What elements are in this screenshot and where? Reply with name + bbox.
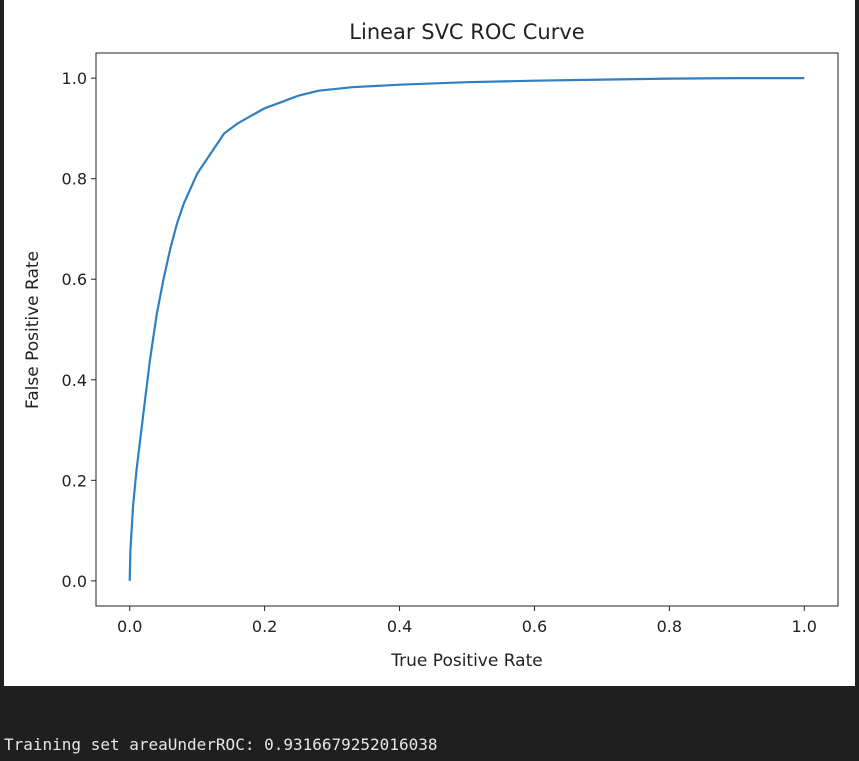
y-tick-label: 0.8 [62, 170, 87, 189]
y-tick-label: 0.6 [62, 270, 87, 289]
y-tick-label: 0.2 [62, 471, 87, 490]
roc-chart: Linear SVC ROC Curve 0.0 0.2 0.4 0.6 0.8 1.00… [23, 20, 839, 671]
roc-figure: Linear SVC ROC Curve 0.0 0.2 0.4 0.6 0.8 1.0 0… [4, 0, 855, 686]
x-tick-label: 0.8 [657, 617, 682, 636]
console-output: Training set areaUnderROC: 0.93166792520… [4, 735, 438, 754]
x-tick-label: 0.6 [522, 617, 547, 636]
axes-frame [95, 52, 839, 607]
roc-curve-line [128, 77, 805, 581]
y-tick-label: 0.0 [62, 572, 87, 591]
x-tick-label: 1.0 [792, 617, 817, 636]
y-tick-label: 1.0 [62, 69, 87, 88]
ticks-layer: 0.0 0.2 0.4 0.6 0.8 1.0 0.0 0.2 0.4 0.6 0.8 1.0 [62, 69, 817, 636]
x-tick-label: 0.2 [252, 617, 277, 636]
y-axis-label: False Positive Rate [23, 251, 43, 409]
chart-title: Linear SVC ROC Curve [349, 20, 584, 44]
x-tick-label: 0.4 [387, 617, 412, 636]
y-tick-label: 0.4 [62, 371, 87, 390]
x-axis-label: True Positive Rate [390, 651, 542, 671]
x-tick-label: 0.0 [117, 617, 142, 636]
